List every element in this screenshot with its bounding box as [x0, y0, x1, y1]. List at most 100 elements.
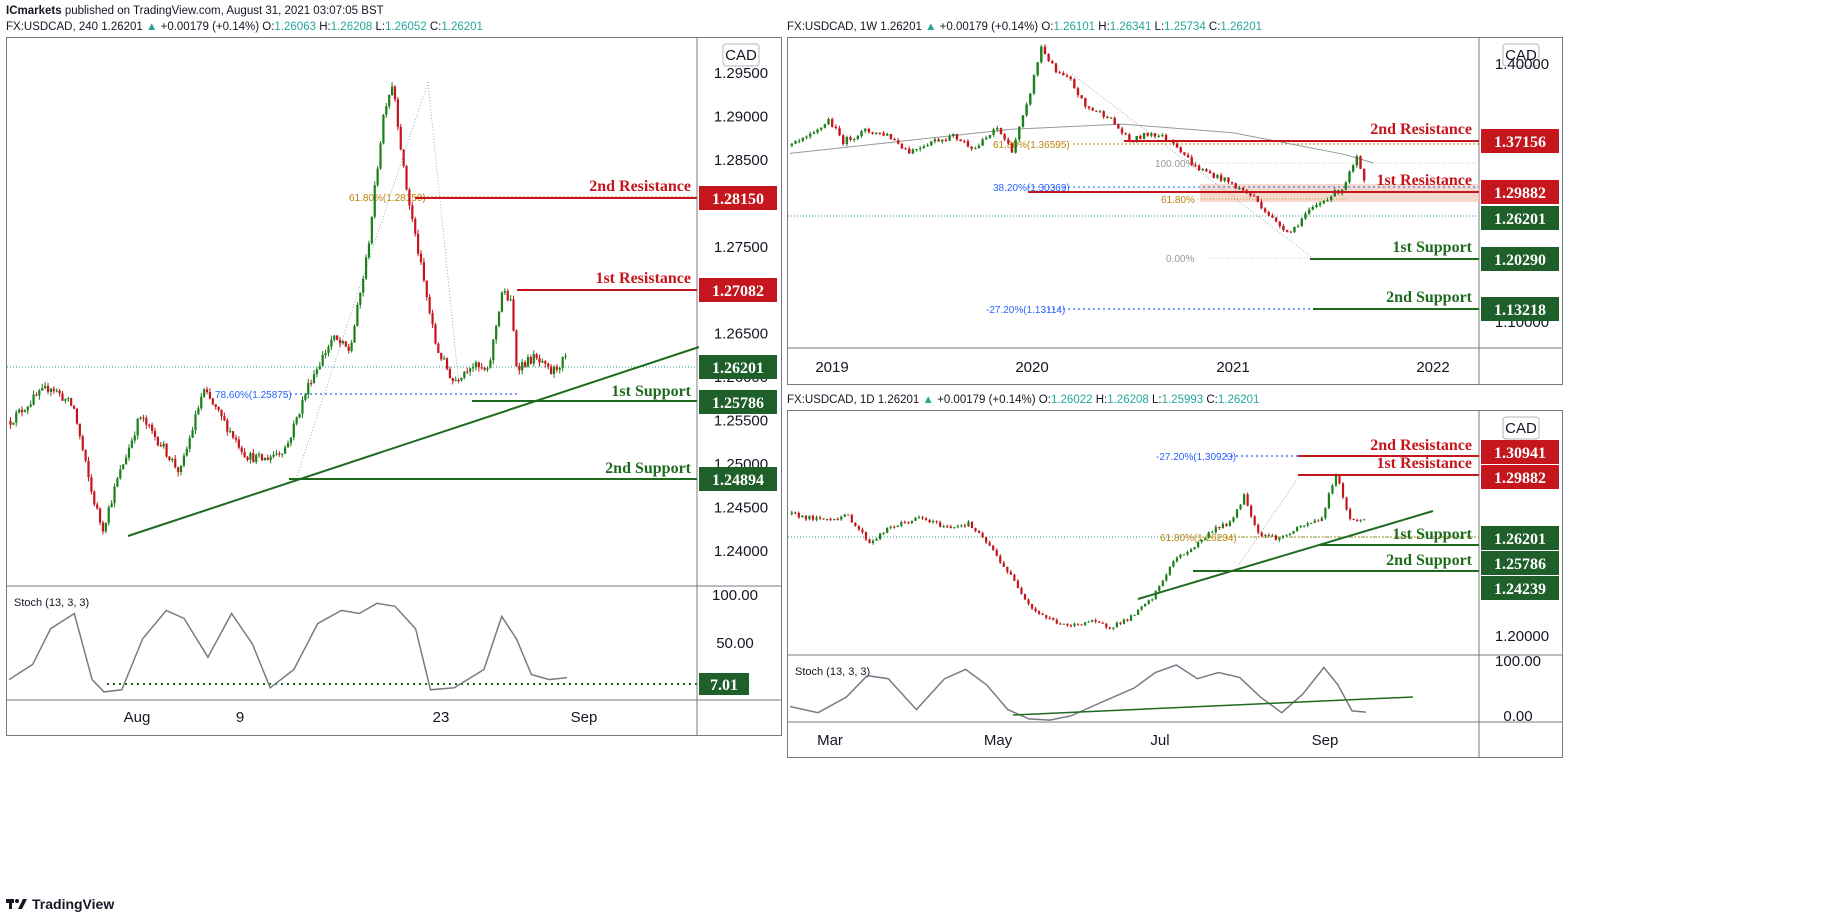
candle-body	[1139, 135, 1142, 139]
d1-box-2nd-support-value: 1.25786	[1494, 556, 1546, 573]
candle-body	[1362, 168, 1366, 181]
candle-body	[521, 362, 524, 371]
d1-low: 1.25993	[1161, 394, 1204, 406]
candle-body	[879, 533, 882, 539]
candle-body	[75, 408, 79, 424]
candle-body	[952, 134, 955, 136]
candle-body	[9, 420, 12, 425]
d1-currency-box[interactable]	[1502, 416, 1540, 440]
candle-body	[353, 326, 356, 343]
candle-body	[266, 457, 269, 461]
candle-body	[1065, 75, 1069, 77]
candle-body	[955, 134, 959, 140]
up-arrow-icon: ▲	[922, 394, 934, 406]
d1-stoch-line	[789, 664, 1367, 721]
candle-body	[1352, 518, 1355, 520]
candle-body	[812, 132, 816, 134]
candle-body	[932, 521, 935, 523]
candle-body	[312, 374, 316, 384]
h4-stoch-value: 7.01	[710, 677, 738, 694]
candle-body	[1126, 619, 1129, 621]
candle-body	[552, 366, 556, 374]
candle-body	[341, 341, 345, 344]
h4-currency-box[interactable]	[722, 43, 760, 67]
candle-body	[295, 417, 298, 424]
candle-body	[1009, 571, 1012, 575]
h4-open: 1.26063	[274, 21, 316, 33]
candle-body	[78, 423, 81, 437]
candle-body	[935, 521, 938, 523]
publisher-name: ICmarkets	[6, 5, 62, 17]
candle-body	[445, 358, 449, 369]
candle-body	[127, 447, 131, 458]
w1-time-axis[interactable]: 2019 2020 2021 2022	[815, 359, 1449, 376]
candle-body	[1133, 614, 1136, 616]
candle-body	[495, 326, 498, 340]
candle-body	[811, 515, 815, 520]
candle-body	[419, 253, 423, 263]
candle-body	[136, 418, 139, 436]
price-tick-label: 1.29500	[714, 65, 768, 82]
d1-stoch-tick-100: 100.00	[1495, 653, 1541, 670]
candle-body	[966, 141, 970, 147]
candle-body	[564, 355, 567, 357]
candle-body	[359, 292, 362, 305]
price-tick-label: 1.29000	[714, 108, 768, 125]
h4-box-1st-support	[699, 390, 777, 414]
candle-body	[347, 346, 350, 351]
candle-body	[1241, 188, 1245, 191]
candle-body	[822, 518, 825, 520]
tradingview-logo[interactable]: TradingView	[6, 896, 114, 912]
d1-chart-panel[interactable]: CAD 1.20000 Mar May Jul Sep 61.80%(1.26234)…	[787, 410, 1563, 758]
candle-body	[298, 413, 301, 418]
candle-body	[425, 280, 428, 298]
candle-body	[1223, 177, 1226, 181]
candle-body	[1087, 621, 1090, 623]
candle-body	[234, 437, 238, 440]
candle-body	[889, 133, 893, 139]
w1-currency-box[interactable]	[1502, 43, 1540, 67]
candle-body	[1278, 537, 1281, 540]
candle-body	[1238, 188, 1241, 190]
candle-body	[1197, 541, 1200, 548]
d1-currency-label: CAD	[1505, 420, 1537, 437]
candle-body	[497, 311, 501, 327]
candle-body	[471, 367, 475, 369]
h4-2nd-resistance-label: 2nd Resistance	[589, 178, 691, 195]
d1-last: 1.26201	[877, 394, 920, 406]
candle-body	[911, 149, 915, 154]
candle-body	[854, 522, 857, 526]
h4-chart-panel[interactable]: CAD 1.295001.290001.285001.280001.275001…	[6, 37, 782, 736]
candle-body	[823, 124, 827, 128]
d1-time-axis[interactable]: Mar May Jul Sep	[817, 732, 1338, 749]
d1-price-axis[interactable]: 1.20000	[1495, 628, 1549, 645]
candle-body	[286, 443, 290, 448]
candle-body	[362, 278, 365, 293]
candle-body	[1098, 621, 1101, 623]
candle-body	[808, 515, 811, 520]
h4-chart[interactable]: CAD 1.295001.290001.285001.280001.275001…	[7, 38, 781, 735]
candle-body	[1124, 133, 1127, 135]
time-tick-label: Mar	[817, 732, 843, 749]
w1-low: 1.25734	[1164, 21, 1206, 33]
candle-body	[1087, 106, 1091, 109]
h4-box-2nd-support	[699, 467, 777, 491]
candle-body	[985, 137, 988, 140]
candle-body	[1069, 625, 1073, 627]
candle-body	[1128, 134, 1131, 142]
candle-body	[1186, 552, 1189, 555]
h4-time-axis[interactable]: Aug 9 23 Sep	[124, 709, 598, 726]
h4-box-2nd-resistance	[699, 186, 777, 210]
h4-h-label: H:	[319, 21, 331, 33]
candle-body	[223, 416, 226, 421]
candle-body	[960, 525, 963, 527]
d1-chart[interactable]: CAD 1.20000 Mar May Jul Sep 61.80%(1.26234)…	[788, 411, 1562, 757]
candle-body	[1129, 615, 1133, 621]
candle-body	[1348, 171, 1351, 183]
candle-body	[868, 539, 871, 544]
candle-body	[437, 343, 440, 353]
candle-body	[1307, 209, 1311, 214]
candle-body	[1014, 139, 1017, 153]
